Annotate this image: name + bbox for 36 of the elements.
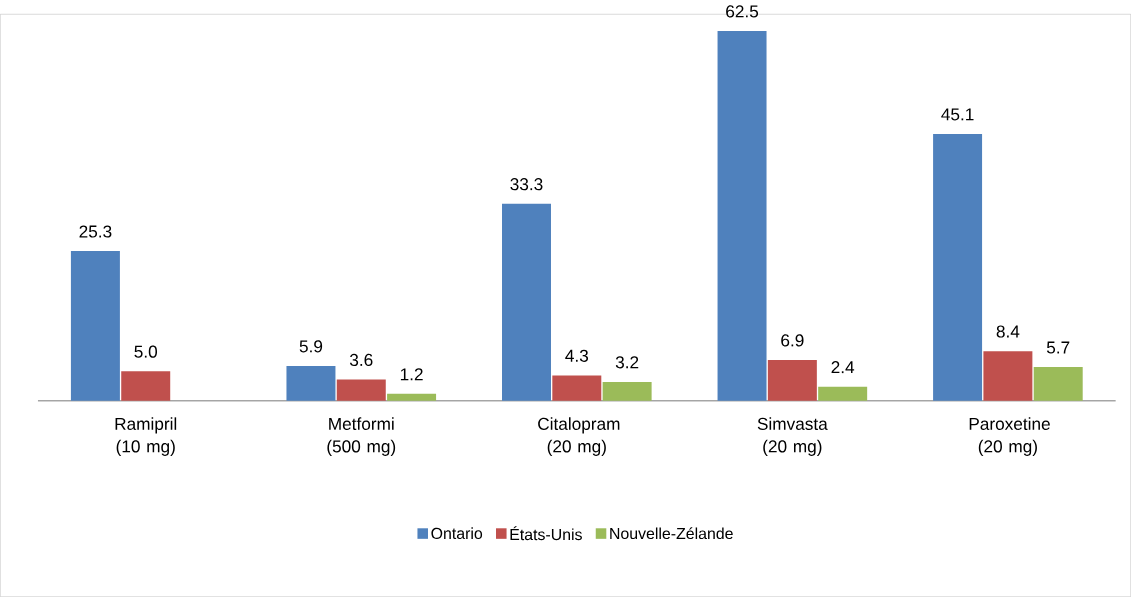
bar: [70, 251, 120, 401]
x-tick-label: Paroxetine (20 mg): [969, 417, 1050, 456]
data-label: 62.5: [726, 5, 759, 18]
data-label: 6.9: [781, 334, 804, 347]
data-label: 8.4: [996, 325, 1020, 338]
bar: [933, 133, 983, 401]
data-label: 5.0: [134, 345, 158, 358]
x-tick-label: Ramipril (10 mg): [115, 417, 177, 456]
data-label: 5.7: [1046, 341, 1070, 354]
x-tick-label: Metformi (500 mg): [327, 417, 396, 456]
bar: [983, 351, 1033, 401]
data-label: 33.3: [510, 178, 543, 191]
bar: [602, 381, 652, 401]
legend-label: Ontario: [431, 527, 483, 540]
x-tick-label: Simvasta (20 mg): [757, 417, 828, 456]
bar: [717, 30, 767, 401]
data-label: 4.3: [565, 349, 589, 362]
bar: [552, 375, 602, 401]
bar: [1033, 367, 1083, 401]
bar: [818, 386, 868, 401]
bar: [286, 365, 336, 401]
legend-label: Nouvelle-Zélande: [610, 527, 733, 540]
legend-label: États-Unis: [510, 526, 582, 541]
bar: [121, 371, 171, 401]
bar: [336, 379, 386, 401]
data-label: 5.9: [299, 340, 323, 353]
bar: [767, 359, 817, 401]
data-label: 25.3: [79, 225, 112, 238]
bar: [387, 393, 437, 401]
data-label: 3.2: [615, 356, 639, 369]
x-tick-label: Citalopram (20 mg): [538, 417, 620, 456]
data-label: 1.2: [400, 368, 423, 381]
data-label: 3.6: [349, 353, 373, 367]
data-label: 2.4: [831, 361, 855, 374]
data-label: 45.1: [941, 108, 974, 121]
bar: [502, 203, 551, 401]
